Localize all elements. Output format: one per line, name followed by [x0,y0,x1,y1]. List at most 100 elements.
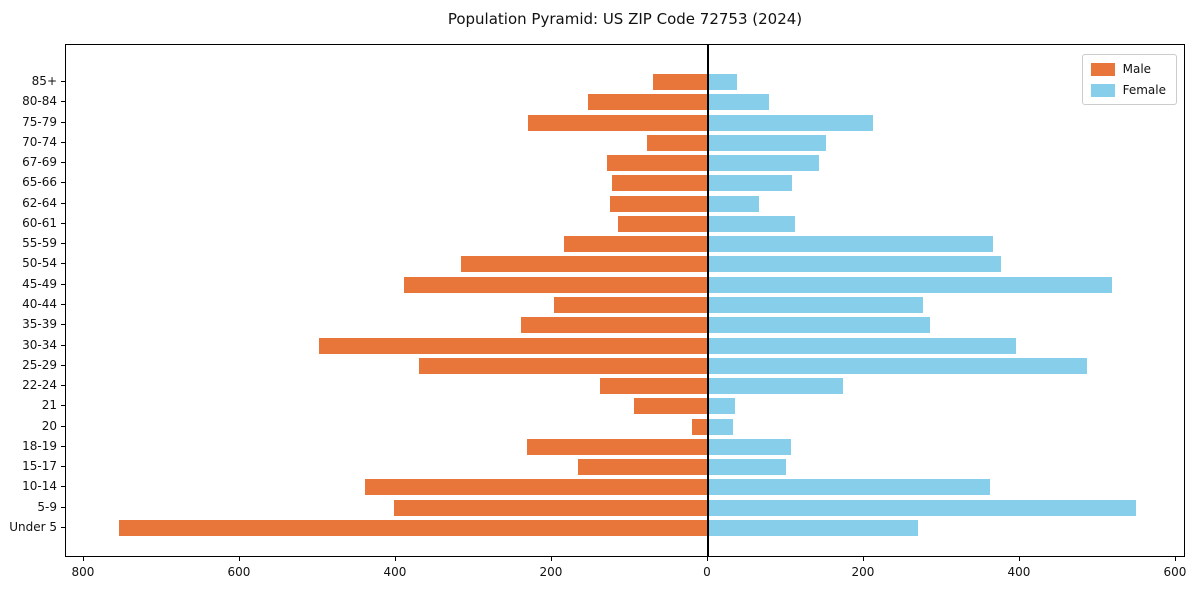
male-bar-Under 5 [119,519,708,536]
y-tick-label: 30-34 [22,337,57,352]
y-tick-mark [61,324,65,326]
y-tick-label: 50-54 [22,256,57,271]
y-tick-label: 85+ [31,74,57,88]
female-bar-67-69 [707,155,820,172]
male-bar-45-49 [403,276,708,293]
male-color-swatch [1090,62,1115,76]
male-bar-80-84 [587,94,708,111]
y-tick-mark [61,101,65,103]
legend: Male Female [1081,54,1177,105]
y-tick-mark [61,141,65,143]
legend-entry-female: Female [1090,83,1166,97]
female-bar-25-29 [707,357,1087,374]
female-bar-30-34 [707,337,1016,354]
y-tick-label: 21 [41,398,57,413]
male-bar-21 [633,398,708,415]
y-tick-mark [61,526,65,528]
y-tick-mark [61,506,65,508]
male-bar-20 [692,418,708,435]
y-tick-label: 15-17 [22,459,57,474]
x-tick-mark [394,557,396,561]
x-tick-label: 0 [703,565,711,579]
female-bar-80-84 [707,94,769,111]
male-bar-25-29 [419,357,708,374]
y-tick-label: 10-14 [22,479,57,494]
female-bar-65-66 [707,175,793,192]
x-tick-label: 600 [227,565,251,579]
female-bar-62-64 [707,195,759,212]
x-tick-label: 200 [851,565,875,579]
x-tick-label: 400 [1007,565,1031,579]
y-tick-mark [61,385,65,387]
x-tick-label: 600 [1163,565,1187,579]
y-tick-mark [61,304,65,305]
x-tick-mark [82,557,84,561]
y-tick-label: 62-64 [22,195,57,210]
y-tick-label: 65-66 [22,175,57,190]
y-tick-label: 40-44 [22,297,57,311]
male-bar-75-79 [527,114,708,131]
y-tick-label: 60-61 [22,215,57,230]
x-tick-mark [1174,557,1176,561]
male-bar-65-66 [612,175,708,192]
female-bar-75-79 [707,114,874,131]
y-tick-label: 25-29 [22,357,57,372]
x-tick-label: 400 [383,565,407,579]
y-tick-mark [61,222,65,224]
y-tick-mark [61,121,65,123]
male-bar-67-69 [606,155,708,172]
y-tick-label: 5-9 [37,499,57,514]
y-tick-mark [61,486,65,488]
x-tick-mark [706,557,708,561]
y-tick-label: 22-24 [22,378,57,393]
y-tick-mark [61,445,65,447]
x-tick-mark [238,557,240,561]
female-bar-Under 5 [707,519,918,536]
female-bar-15-17 [707,459,786,476]
y-tick-label: 55-59 [22,236,57,251]
female-bar-45-49 [707,276,1112,293]
y-tick-mark [61,162,65,164]
male-bar-18-19 [526,438,708,455]
female-bar-18-19 [707,438,791,455]
female-bar-50-54 [707,256,1002,273]
y-tick-mark [61,344,65,346]
male-bar-50-54 [460,256,708,273]
y-tick-label: 67-69 [22,155,57,170]
male-bar-70-74 [647,134,708,151]
y-tick-label: 80-84 [22,94,57,109]
x-tick-label: 200 [539,565,563,579]
male-bar-40-44 [553,297,708,313]
female-color-swatch [1090,83,1115,97]
female-bar-60-61 [707,215,796,232]
female-bar-21 [707,398,736,415]
y-tick-mark [61,364,65,366]
x-tick-mark [550,557,552,561]
male-bar-10-14 [364,479,708,496]
male-bar-62-64 [609,195,708,212]
male-bar-85+ [653,74,708,90]
male-bar-30-34 [318,337,708,354]
plot-area: Male Female [65,44,1185,557]
y-tick-label: 35-39 [22,317,57,332]
y-tick-mark [61,405,65,407]
y-tick-mark [61,466,65,468]
y-tick-label: Under 5 [9,519,57,534]
female-bar-22-24 [707,378,843,395]
male-bar-55-59 [564,236,708,253]
x-tick-mark [862,557,864,561]
male-bar-60-61 [618,215,708,232]
y-tick-mark [61,243,65,245]
legend-label-female: Female [1122,83,1166,97]
y-tick-mark [61,202,65,204]
legend-label-male: Male [1122,62,1152,76]
y-tick-mark [61,81,65,82]
y-tick-label: 45-49 [22,276,57,291]
y-tick-label: 20 [41,418,57,433]
female-bar-70-74 [707,134,826,151]
legend-entry-male: Male [1090,62,1166,76]
female-bar-40-44 [707,297,924,313]
y-tick-mark [61,283,65,285]
x-tick-mark [1018,557,1020,561]
